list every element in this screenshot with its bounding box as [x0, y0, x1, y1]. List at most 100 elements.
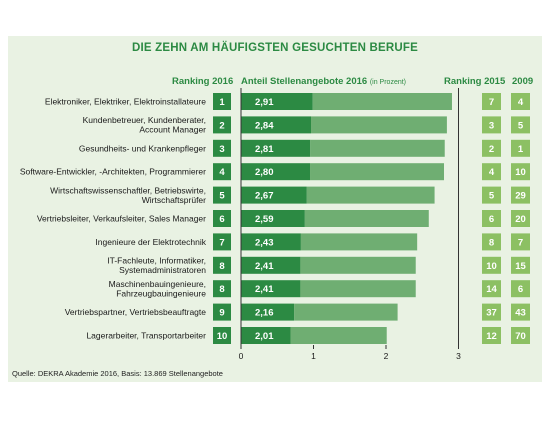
rank-2015-box: [482, 256, 501, 274]
header-ranking-2016: Ranking 2016: [172, 76, 234, 87]
rank-2015-label: 8: [489, 237, 494, 248]
rank-2009-box: [511, 280, 530, 298]
rank-2009-label: 1: [518, 144, 524, 155]
x-tick-label: 3: [456, 351, 461, 361]
bar-dark-segment: [241, 303, 295, 321]
bar-light-segment: [300, 280, 416, 298]
rank-2015-box: [482, 139, 501, 157]
category-label: IT-Fachleute, Informatiker,: [107, 256, 206, 266]
header-ranking-2015: Ranking 2015: [444, 76, 506, 87]
bar-value-label: 2,67: [255, 191, 274, 202]
rank-2009-label: 70: [515, 331, 526, 342]
rank-2016-label: 5: [219, 191, 225, 202]
rank-2015-label: 14: [486, 284, 497, 295]
rank-2016-box: [213, 139, 231, 157]
bar-dark-segment: [241, 116, 312, 134]
rank-2015-label: 37: [486, 308, 497, 319]
category-label: Systemadministratoren: [119, 265, 206, 275]
rank-2016-label: 8: [219, 261, 224, 272]
category-label: Kundenbetreuer, Kundenberater,: [83, 115, 206, 125]
category-label: Fahrzeugbauingenieure: [116, 288, 206, 298]
rank-2009-label: 29: [515, 191, 526, 202]
rank-2015-box: [482, 116, 501, 134]
bar-dark-segment: [241, 256, 301, 274]
rank-2015-label: 2: [489, 144, 494, 155]
rank-2015-box: [482, 210, 501, 227]
bar-dark-segment: [241, 327, 291, 344]
bar-dark-segment: [241, 139, 311, 157]
x-tick-label: 2: [384, 351, 389, 361]
bar-value-label: 2,16: [255, 308, 274, 319]
bar-value-label: 2,59: [255, 214, 274, 225]
rank-2015-box: [482, 93, 501, 110]
rank-2009-box: [511, 139, 530, 157]
header-share-unit: (in Prozent): [369, 79, 407, 86]
rank-2016-box: [213, 210, 231, 227]
rank-2015-label: 4: [489, 167, 495, 178]
rank-2015-box: [482, 163, 501, 181]
bar-light-segment: [311, 116, 447, 134]
rank-2016-box: [213, 303, 231, 321]
rank-2016-label: 4: [219, 167, 225, 178]
bar-light-segment: [306, 186, 435, 204]
rank-2016-label: 7: [219, 237, 224, 248]
rank-2009-label: 6: [518, 284, 523, 295]
rank-2015-label: 6: [489, 214, 494, 225]
rank-2016-box: [213, 280, 231, 298]
rank-2016-box: [213, 163, 231, 181]
chart-title: DIE ZEHN AM HÄUFIGSTEN GESUCHTEN BERUFE: [132, 42, 418, 54]
category-label: Elektroniker, Elektriker, Elektroinstall…: [45, 97, 206, 107]
rank-2016-label: 10: [217, 331, 228, 342]
x-tick-label: 1: [311, 351, 316, 361]
rank-2015-box: [482, 303, 501, 321]
bar-value-label: 2,41: [255, 284, 274, 295]
rank-2016-box: [213, 116, 231, 134]
rank-2016-label: 8: [219, 284, 224, 295]
rank-2016-label: 6: [219, 214, 224, 225]
category-label: Software-Entwickler, -Architekten, Progr…: [20, 167, 206, 177]
bar-dark-segment: [241, 280, 301, 298]
bar-light-segment: [304, 210, 429, 227]
bar-value-label: 2,81: [255, 144, 274, 155]
rank-2009-label: 7: [518, 237, 523, 248]
rank-2015-box: [482, 280, 501, 298]
header-2009: 2009: [512, 76, 534, 87]
rank-2016-box: [213, 256, 231, 274]
rank-2009-box: [511, 93, 530, 110]
bar-light-segment: [310, 163, 444, 181]
rank-2015-label: 5: [489, 191, 495, 202]
bar-value-label: 2,41: [255, 261, 274, 272]
bar-dark-segment: [241, 233, 301, 251]
category-label: Ingenieure der Elektrotechnik: [95, 237, 206, 247]
bar-light-segment: [290, 327, 387, 344]
bar-light-segment: [310, 139, 445, 157]
rank-2016-label: 3: [219, 144, 224, 155]
category-label: Wirtschaftswissenschaftler, Betriebswirt…: [50, 185, 206, 195]
category-label: Vertriebspartner, Vertriebsbeauftragte: [65, 307, 207, 317]
bar-value-label: 2,84: [255, 120, 274, 131]
bar-light-segment: [300, 256, 416, 274]
source-note: Quelle: DEKRA Akademie 2016, Basis: 13.8…: [12, 369, 223, 378]
rank-2009-label: 4: [518, 97, 524, 108]
bar-light-segment: [312, 93, 452, 110]
rank-2016-label: 1: [219, 97, 225, 108]
bar-dark-segment: [241, 163, 311, 181]
rank-2009-box: [511, 303, 530, 321]
bar-dark-segment: [241, 93, 313, 110]
rank-2009-label: 5: [518, 120, 524, 131]
rank-2009-box: [511, 186, 530, 204]
category-label: Gesundheits- und Krankenpfleger: [79, 143, 206, 153]
rank-2016-label: 9: [219, 308, 224, 319]
category-label: Wirtschaftsprüfer: [142, 195, 206, 205]
rank-2015-label: 3: [489, 120, 494, 131]
bar-value-label: 2,43: [255, 237, 274, 248]
bar-light-segment: [300, 233, 418, 251]
rank-2015-box: [482, 233, 501, 251]
bar-dark-segment: [241, 186, 307, 204]
rank-2016-box: [213, 233, 231, 251]
category-label: Vertriebsleiter, Verkaufsleiter, Sales M…: [37, 214, 206, 224]
rank-2009-label: 15: [515, 261, 526, 272]
header-share-label: Anteil Stellenangebote 2016: [241, 76, 368, 87]
rank-2016-label: 2: [219, 120, 224, 131]
